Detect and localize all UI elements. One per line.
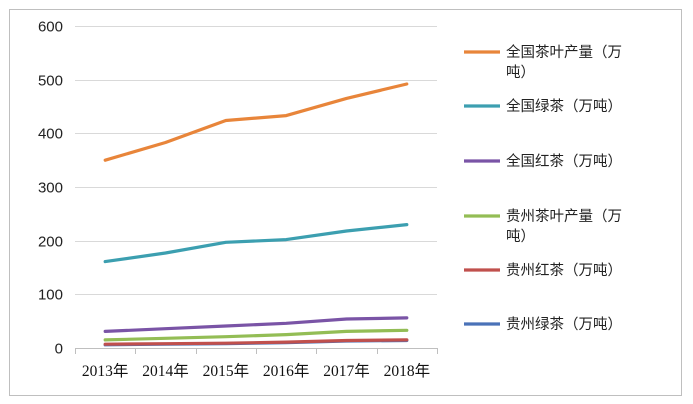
x-tick-label: 2015年 — [203, 362, 250, 380]
series-line-3 — [103, 328, 409, 342]
series-line-0 — [103, 82, 409, 162]
gridlines — [75, 26, 437, 295]
x-tick-label: 2017年 — [323, 362, 370, 380]
legend-label-line: 全国茶叶产量（万 — [506, 43, 622, 61]
legend-label-line: 贵州茶叶产量（万 — [506, 208, 622, 225]
legend-label-line: 吨） — [506, 64, 535, 81]
series-line-2 — [103, 316, 409, 333]
x-axis: 2013年 2014年 2015年 2016年 2017年 2018年 — [75, 348, 438, 380]
legend-label-line: 全国红茶（万吨） — [506, 152, 622, 170]
legend-label-line: 贵州红茶（万吨） — [506, 262, 622, 279]
x-tick-label: 2016年 — [263, 362, 310, 380]
x-tick-label: 2014年 — [142, 362, 189, 380]
x-tick-label: 2013年 — [82, 362, 129, 380]
legend: 全国茶叶产量（万吨） 全国绿茶（万吨） 全国红茶（万吨） 贵州茶叶产量（万吨） 贵州红茶… — [464, 43, 622, 333]
y-tick-label: 600 — [38, 19, 63, 36]
legend-label-1: 全国绿茶（万吨） — [506, 97, 622, 115]
legend-label-2: 全国红茶（万吨） — [506, 152, 622, 170]
legend-label-line: 全国绿茶（万吨） — [506, 97, 622, 115]
y-tick-label: 300 — [38, 180, 63, 197]
series-line-1 — [103, 223, 409, 264]
series-lines — [103, 82, 409, 347]
y-tick-label: 400 — [38, 126, 63, 143]
y-tick-label: 100 — [38, 287, 63, 304]
y-axis-ticks: 0 100 200 300 400 500 600 — [38, 19, 63, 358]
legend-label-5: 贵州绿茶（万吨） — [506, 316, 622, 333]
legend-label-4: 贵州红茶（万吨） — [506, 262, 622, 279]
legend-label-0: 全国茶叶产量（万吨） — [506, 43, 622, 81]
x-tick-label: 2018年 — [384, 362, 431, 380]
y-tick-label: 500 — [38, 73, 63, 90]
legend-label-3: 贵州茶叶产量（万吨） — [506, 208, 622, 245]
series-line-4 — [103, 338, 409, 346]
legend-label-line: 贵州绿茶（万吨） — [506, 316, 622, 333]
y-tick-label: 200 — [38, 234, 63, 251]
y-tick-label: 0 — [55, 341, 63, 358]
legend-label-line: 吨） — [506, 228, 535, 245]
